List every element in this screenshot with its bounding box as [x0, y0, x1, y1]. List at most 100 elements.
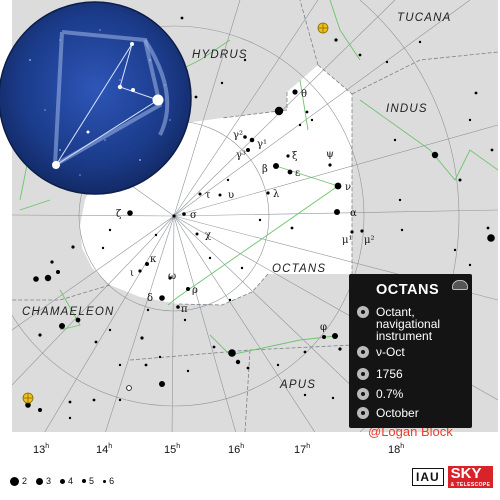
star-psi [328, 163, 332, 167]
label-pi: π [181, 304, 188, 315]
label-kappa: κ [150, 254, 157, 265]
legend-mag-4: 4 [60, 476, 73, 486]
label-indus: INDUS [386, 103, 428, 115]
label-mu2: μ² [364, 235, 375, 246]
star-iota [138, 269, 142, 273]
south-celestial-pole [172, 214, 176, 218]
legend-dot-mag-6 [103, 479, 107, 483]
info-meaning-row: Octant, navigational instrument [357, 306, 462, 342]
star-phi [322, 335, 326, 339]
ra-label-16h: 16h [228, 443, 244, 456]
legend-dot-mag-4 [60, 478, 66, 484]
star-gamma3 [246, 148, 250, 152]
year-icon [357, 368, 369, 380]
info-abbreviation: ν-Oct [376, 345, 405, 359]
star-kappa [145, 262, 149, 266]
constellation-info-box: OCTANS Octant, navigational instrument ν… [349, 274, 472, 428]
label-iota: ι [130, 268, 134, 279]
star-pi [176, 305, 180, 309]
label-gamma1: γ¹ [257, 139, 267, 150]
constellation-names: TUCANA HYDRUS INDUS OCTANS CHAMAELEON AP… [22, 12, 451, 391]
info-month-row: October [357, 407, 419, 419]
label-theta: θ [301, 89, 307, 100]
publisher-logos: IAU SKY & TELESCOPE [412, 466, 494, 488]
meaning-icon [357, 306, 369, 318]
label-mu1: μ¹ [342, 235, 353, 246]
info-title: OCTANS [376, 282, 440, 298]
star-gamma1 [249, 137, 255, 143]
star-nu [334, 182, 342, 190]
label-chamaeleon: CHAMAELEON [22, 306, 115, 318]
star-theta [292, 89, 298, 95]
legend-dot-mag-2 [10, 476, 19, 486]
legend-mag-2: 2 [10, 476, 27, 486]
ra-hour-labels: 13h 14h 15h 16h 17h 18h [33, 443, 404, 456]
label-psi: ψ [326, 149, 334, 160]
inset-constellation-globe [0, 1, 192, 195]
star-cluster-marker [126, 385, 132, 391]
label-tucana: TUCANA [397, 12, 451, 24]
info-best-month: October [376, 406, 419, 420]
label-phi: φ [320, 322, 327, 333]
constellation-boundaries [12, 0, 498, 432]
label-gamma3: γ³ [236, 150, 246, 161]
label-lambda: λ [273, 189, 280, 200]
legend-dot-mag-3 [36, 477, 44, 485]
info-abbreviation-row: ν-Oct [357, 346, 405, 358]
star-rho [186, 287, 190, 291]
info-sky-area: 0.7% [376, 387, 404, 401]
label-chi: χ [205, 230, 211, 241]
star-beta [273, 163, 279, 169]
star-epsilon [287, 169, 293, 175]
star-alpha [334, 209, 340, 215]
star-labels: θ ψ ξ ε ν β λ γ¹ γ² γ³ α μ¹ μ² τ υ σ ζ χ… [116, 89, 375, 333]
label-gamma2: γ² [233, 130, 243, 141]
sky-area-icon [357, 388, 369, 400]
ra-label-14h: 14h [96, 443, 112, 456]
star-sigma [182, 212, 186, 216]
star-tau [198, 192, 202, 196]
sky-telescope-logo: SKY & TELESCOPE [447, 466, 494, 488]
legend-mag-3: 3 [36, 476, 51, 486]
label-epsilon: ε [295, 168, 300, 179]
planisphere-icon [452, 280, 468, 290]
info-year: 1756 [376, 367, 403, 381]
label-delta: δ [147, 293, 153, 304]
legend-dot-mag-5 [82, 479, 87, 483]
star-xi [286, 154, 290, 158]
label-rho: ρ [192, 285, 198, 296]
label-beta: β [262, 164, 268, 175]
label-apus: APUS [279, 379, 316, 391]
label-hydrus: HYDRUS [192, 49, 248, 61]
label-tau: τ [205, 190, 211, 201]
label-zeta: ζ [116, 209, 122, 220]
ra-label-13h: 13h [33, 443, 49, 456]
label-upsilon: υ [228, 190, 234, 201]
label-sigma: σ [190, 210, 197, 221]
calendar-icon [357, 407, 369, 419]
ra-label-18h: 18h [388, 443, 404, 456]
label-octans: OCTANS [272, 263, 326, 275]
info-year-row: 1756 [357, 368, 403, 380]
star-omega [168, 276, 172, 280]
legend-mag-6: 6 [103, 476, 114, 486]
iau-logo: IAU [412, 468, 444, 486]
label-alpha: α [350, 208, 357, 219]
galaxy-markers [22, 22, 329, 404]
label-nu: ν [345, 182, 351, 193]
star-chi [195, 232, 199, 236]
star-mu2 [360, 229, 364, 233]
magnitude-legend: 2 3 4 5 6 [10, 474, 123, 488]
abbreviation-icon [357, 346, 369, 358]
star-delta [159, 295, 165, 301]
ra-label-17h: 17h [294, 443, 310, 456]
stars [25, 16, 495, 420]
star-lambda [266, 191, 270, 195]
label-omega: ω [168, 271, 176, 282]
star-upsilon [218, 193, 222, 197]
ra-label-15h: 15h [164, 443, 180, 456]
info-meaning: Octant, navigational instrument [376, 305, 441, 343]
star-gamma2 [243, 135, 247, 139]
star-zeta [127, 210, 133, 216]
